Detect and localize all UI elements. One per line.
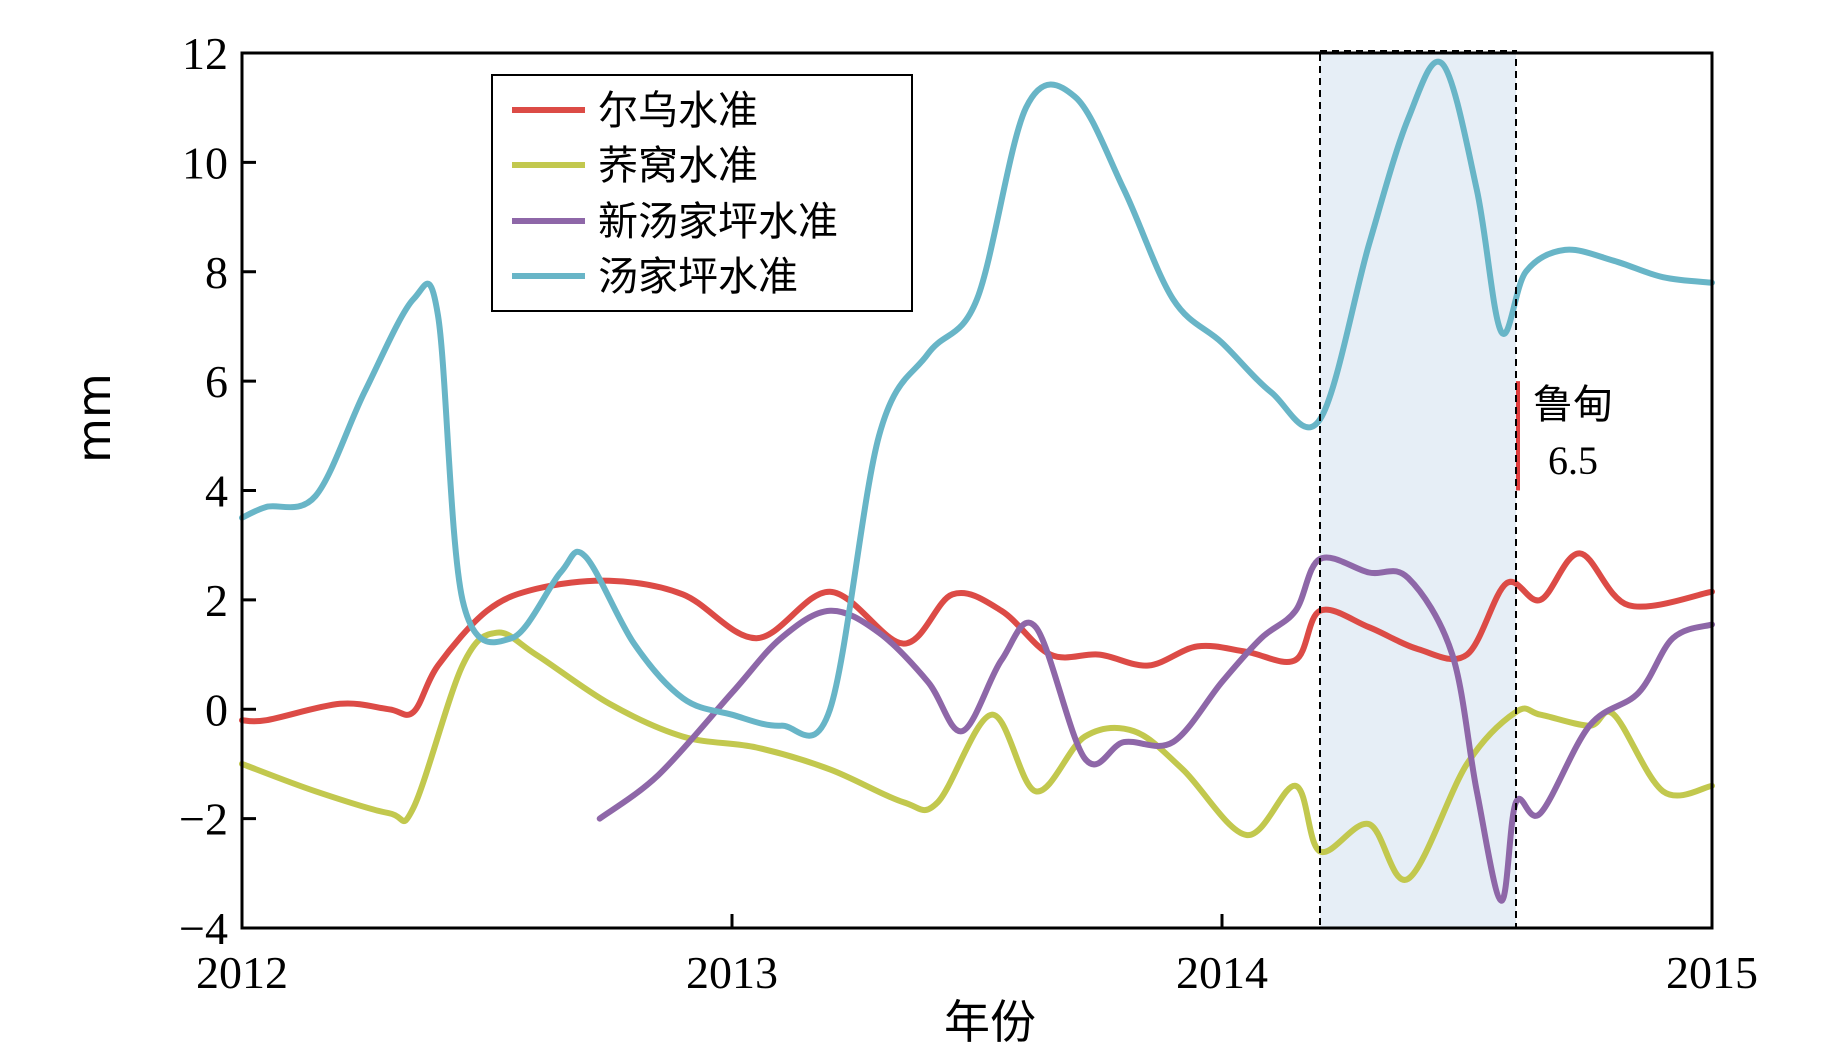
series-line-2 bbox=[596, 554, 1715, 904]
x-tick-label: 2015 bbox=[1666, 947, 1758, 998]
legend-box bbox=[491, 74, 913, 312]
legend-label-1: 荞窝水准 bbox=[598, 143, 758, 189]
y-tick-label: 2 bbox=[205, 575, 228, 626]
y-axis-label: mm bbox=[67, 373, 121, 463]
series-layer bbox=[239, 58, 1715, 904]
y-tick-label: 4 bbox=[205, 466, 228, 517]
y-tick-label: 0 bbox=[205, 684, 228, 735]
x-tick-label: 2014 bbox=[1176, 947, 1268, 998]
highlight-band bbox=[1320, 53, 1516, 928]
y-tick-label: 10 bbox=[182, 137, 228, 188]
annotation-value: 6.5 bbox=[1548, 438, 1598, 483]
x-axis-label: 年份 bbox=[944, 995, 1036, 1049]
legend: 尔乌水准 荞窝水准 新汤家坪水准 汤家坪水准 bbox=[491, 74, 913, 312]
series-line-1 bbox=[239, 629, 1715, 883]
legend-label-0: 尔乌水准 bbox=[598, 88, 758, 134]
y-tick-label: 8 bbox=[205, 247, 228, 298]
series-line-0 bbox=[239, 550, 1715, 725]
x-axis: 2012 2013 2014 2015 bbox=[196, 914, 1758, 998]
x-tick-label: 2012 bbox=[196, 947, 288, 998]
y-tick-label: −4 bbox=[179, 903, 228, 954]
x-tick-label: 2013 bbox=[686, 947, 778, 998]
y-axis: −4 −2 0 2 4 6 8 10 12 bbox=[179, 28, 256, 954]
y-tick-label: −2 bbox=[179, 794, 228, 845]
y-tick-label: 12 bbox=[182, 28, 228, 79]
y-tick-label: 6 bbox=[205, 356, 228, 407]
annotation-label: 鲁甸 bbox=[1533, 382, 1613, 428]
series-line-3 bbox=[239, 58, 1715, 739]
legend-label-3: 汤家坪水准 bbox=[598, 254, 798, 300]
legend-label-2: 新汤家坪水准 bbox=[598, 199, 838, 245]
